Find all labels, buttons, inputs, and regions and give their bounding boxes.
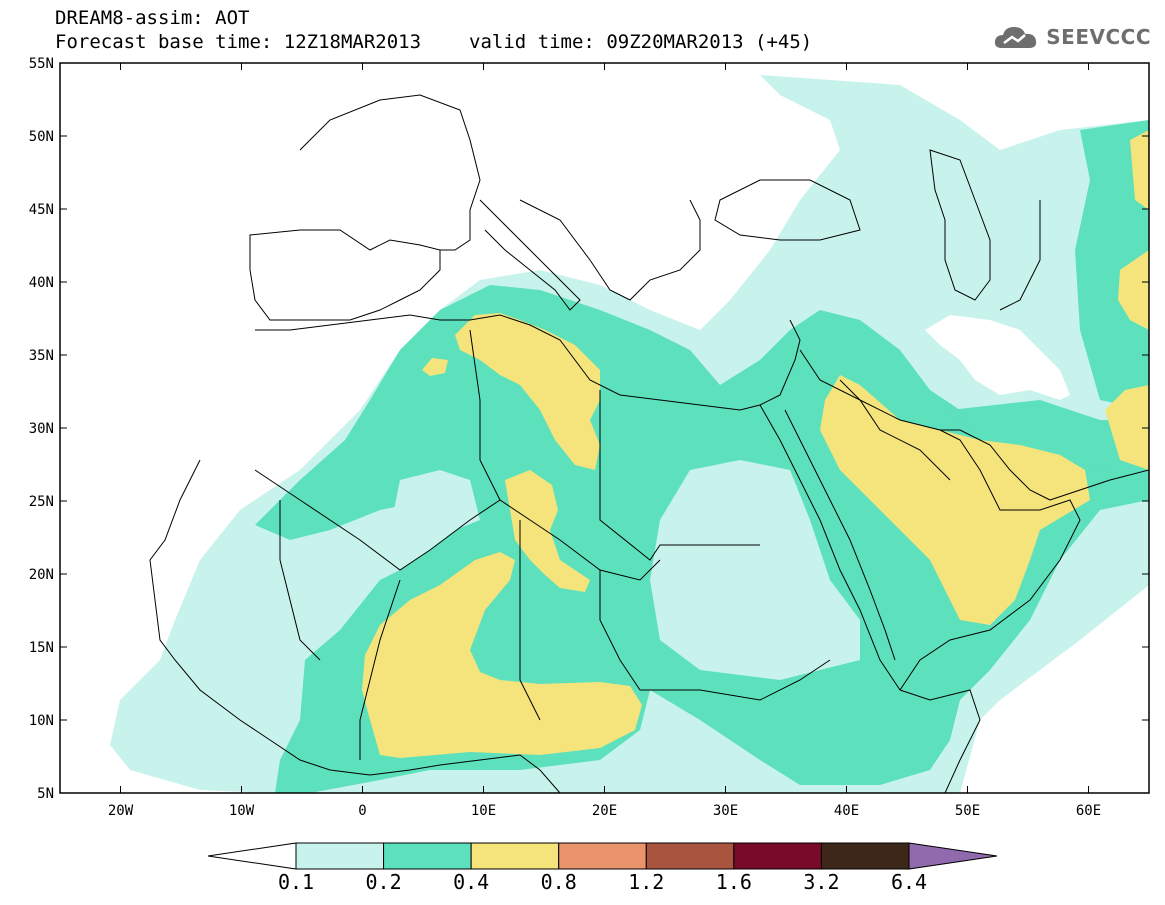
aot-field <box>60 63 1149 793</box>
lat-label: 20N <box>29 567 54 583</box>
coastlines <box>149 94 1149 793</box>
lat-label: 5N <box>37 786 54 802</box>
valid-time: valid time: 09Z20MAR2013 (+45) <box>469 31 813 53</box>
aot-level-0.2 <box>255 120 1149 793</box>
colorbar-label: 0.2 <box>366 870 402 894</box>
lat-label: 35N <box>29 348 54 364</box>
colorbar-swatch <box>558 842 647 870</box>
colorbar-swatch <box>820 842 910 870</box>
colorbar-swatch <box>295 842 385 870</box>
lat-label: 55N <box>29 56 54 72</box>
cloud-icon <box>995 27 1037 48</box>
time-info: Forecast base time: 12Z18MAR2013 valid ti… <box>55 32 812 52</box>
map-title: DREAM8-assim: AOT <box>55 7 250 29</box>
lon-label: 20E <box>592 803 617 819</box>
lon-label: 30E <box>713 803 738 819</box>
lat-label: 50N <box>29 129 54 145</box>
lon-axis: 20W 10W 0 10E 20E 30E 40E 50E 60E <box>108 63 1101 819</box>
colorbar-swatch <box>733 842 822 870</box>
colorbar-swatch <box>383 842 472 870</box>
lon-label: 10E <box>471 803 496 819</box>
lat-axis: 55N 50N 45N 40N 35N 30N 25N 20N 15N 10N 5N <box>29 56 1149 802</box>
colorbar-label: 1.6 <box>716 870 752 894</box>
colorbar-label: 6.4 <box>891 870 927 894</box>
aot-level-0.4 <box>362 130 1149 758</box>
colorbar-swatch <box>470 842 560 870</box>
colorbar-label: 0.1 <box>278 870 314 894</box>
lat-label: 40N <box>29 275 54 291</box>
colorbar-label: 3.2 <box>803 870 839 894</box>
logo-text: SEEVCCC <box>1046 25 1151 49</box>
lon-label: 60E <box>1076 803 1101 819</box>
base-time: Forecast base time: 12Z18MAR2013 <box>55 31 422 53</box>
logo: SEEVCCC <box>992 22 1151 52</box>
lon-label: 50E <box>955 803 980 819</box>
lat-label: 25N <box>29 494 54 510</box>
colorbar-label: 0.8 <box>541 870 577 894</box>
colorbar: 0.1 0.2 0.4 0.8 1.2 1.6 3.2 6.4 <box>207 842 998 894</box>
water-bodies <box>925 315 1070 400</box>
colorbar-low-arrow <box>207 842 297 870</box>
colorbar-swatch <box>645 842 735 870</box>
lon-label: 10W <box>229 803 255 819</box>
lat-label: 45N <box>29 202 54 218</box>
lat-label: 15N <box>29 640 54 656</box>
lat-label: 10N <box>29 713 54 729</box>
colorbar-label: 1.2 <box>628 870 664 894</box>
lon-label: 20W <box>108 803 134 819</box>
lon-label: 0 <box>358 803 366 819</box>
colorbar-label: 0.4 <box>453 870 489 894</box>
lon-label: 40E <box>834 803 859 819</box>
lat-label: 30N <box>29 421 54 437</box>
colorbar-high-arrow <box>908 842 998 870</box>
